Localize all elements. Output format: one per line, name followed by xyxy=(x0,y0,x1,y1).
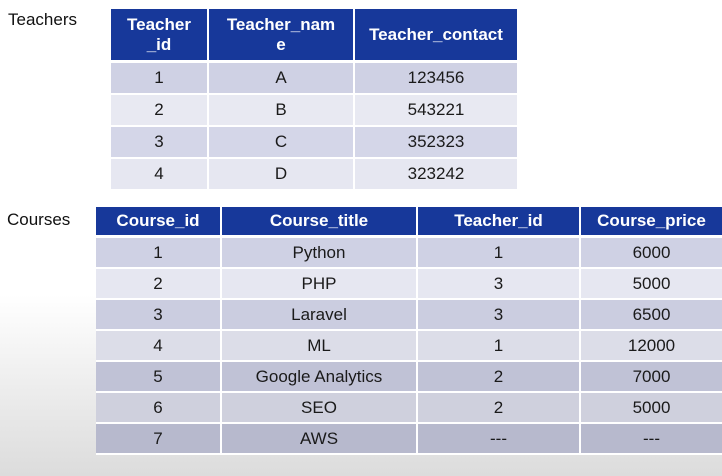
table-cell: 5 xyxy=(96,361,222,393)
courses-header-course-id: Course_id xyxy=(96,207,222,238)
table-cell: 7000 xyxy=(580,361,722,393)
table-cell: SEO xyxy=(221,392,418,424)
table-cell: 6000 xyxy=(580,236,722,269)
courses-header-teacher-id: Teacher_id xyxy=(417,207,581,238)
table-cell: 5000 xyxy=(580,392,722,424)
table-cell: 2 xyxy=(111,94,209,127)
table-row: 2 PHP 3 5000 xyxy=(96,268,722,300)
teachers-header-teacher-name: Teacher_nam e xyxy=(208,9,355,63)
teachers-header-teacher-id: Teacher _id xyxy=(111,9,209,63)
table-cell: --- xyxy=(417,423,581,455)
table-cell: 352323 xyxy=(354,126,517,159)
table-cell: 7 xyxy=(96,423,222,455)
table-cell: 6500 xyxy=(580,299,722,331)
table-cell: D xyxy=(208,158,355,191)
table-cell: C xyxy=(208,126,355,159)
teachers-header-row: Teacher _id Teacher_nam e Teacher_contac… xyxy=(111,9,517,63)
table-row: 5 Google Analytics 2 7000 xyxy=(96,361,722,393)
table-cell: Google Analytics xyxy=(221,361,418,393)
table-cell: B xyxy=(208,94,355,127)
table-cell: 1 xyxy=(417,236,581,269)
table-cell: 3 xyxy=(417,268,581,300)
teachers-table: Teacher _id Teacher_nam e Teacher_contac… xyxy=(111,9,517,191)
table-cell: 12000 xyxy=(580,330,722,362)
table-row: 7 AWS --- --- xyxy=(96,423,722,455)
table-cell: 6 xyxy=(96,392,222,424)
table-cell: ML xyxy=(221,330,418,362)
table-row: 2 B 543221 xyxy=(111,94,517,127)
table-cell: 2 xyxy=(96,268,222,300)
table-cell: 3 xyxy=(96,299,222,331)
teachers-caption: Teachers xyxy=(8,10,77,29)
table-row: 1 A 123456 xyxy=(111,61,517,95)
table-cell: 123456 xyxy=(354,61,517,95)
courses-table: Course_id Course_title Teacher_id Course… xyxy=(96,207,722,455)
table-cell: 4 xyxy=(96,330,222,362)
courses-header-row: Course_id Course_title Teacher_id Course… xyxy=(96,207,722,238)
courses-header-course-price: Course_price xyxy=(580,207,722,238)
table-cell: 2 xyxy=(417,392,581,424)
table-cell: --- xyxy=(580,423,722,455)
table-row: 6 SEO 2 5000 xyxy=(96,392,722,424)
table-row: 1 Python 1 6000 xyxy=(96,236,722,269)
teachers-header-teacher-contact: Teacher_contact xyxy=(354,9,517,63)
table-cell: 3 xyxy=(111,126,209,159)
table-cell: Laravel xyxy=(221,299,418,331)
table-cell: 1 xyxy=(111,61,209,95)
table-cell: 2 xyxy=(417,361,581,393)
header-label: Teacher_contact xyxy=(369,24,503,44)
table-cell: 1 xyxy=(96,236,222,269)
table-row: 4 D 323242 xyxy=(111,158,517,191)
table-row: 3 C 352323 xyxy=(111,126,517,159)
table-cell: 323242 xyxy=(354,158,517,191)
header-label: Teacher _id xyxy=(127,14,191,54)
table-cell: Python xyxy=(221,236,418,269)
header-label: Teacher_nam e xyxy=(226,14,336,54)
table-row: 3 Laravel 3 6500 xyxy=(96,299,722,331)
table-cell: AWS xyxy=(221,423,418,455)
table-cell: PHP xyxy=(221,268,418,300)
table-cell: 4 xyxy=(111,158,209,191)
table-cell: 5000 xyxy=(580,268,722,300)
table-cell: 3 xyxy=(417,299,581,331)
table-cell: 1 xyxy=(417,330,581,362)
table-row: 4 ML 1 12000 xyxy=(96,330,722,362)
table-cell: A xyxy=(208,61,355,95)
courses-caption: Courses xyxy=(7,210,71,229)
table-cell: 543221 xyxy=(354,94,517,127)
courses-header-course-title: Course_title xyxy=(221,207,418,238)
